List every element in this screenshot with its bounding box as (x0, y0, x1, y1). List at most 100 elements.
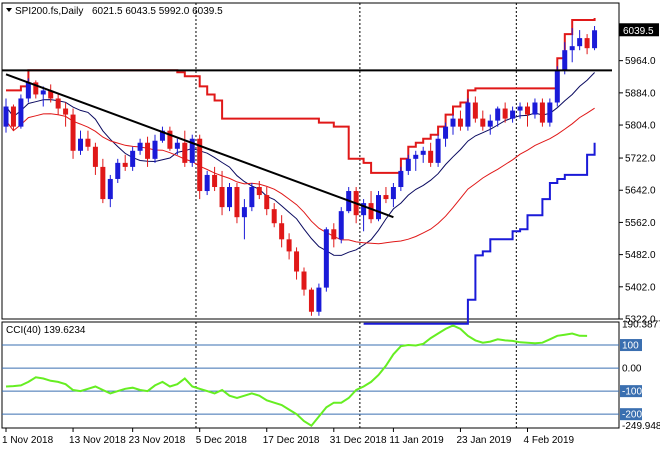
candle (219, 170, 225, 216)
candle (338, 207, 344, 244)
candle-body (264, 195, 270, 210)
candle-body (241, 207, 247, 218)
candle-body (480, 118, 486, 127)
price-axis-label: 5722.0 (625, 154, 656, 165)
chart-ohlc-label: 6021.5 6043.5 5992.0 6039.5 (92, 6, 223, 17)
cci-level-badge (620, 408, 642, 421)
candle (457, 110, 463, 131)
current-price-badge (619, 23, 659, 37)
time-axis-label: 5 Dec 2018 (196, 435, 248, 446)
candle (577, 30, 583, 51)
candle (525, 102, 530, 127)
candle (256, 180, 262, 200)
time-axis-label: 13 Nov 2018 (69, 435, 126, 446)
candle-body (137, 142, 143, 151)
price-axis-label: 5402.0 (625, 282, 656, 293)
candle (390, 182, 396, 208)
candle-body (495, 108, 501, 121)
candle-body (405, 158, 411, 171)
candle-body (10, 106, 16, 127)
candle-body (472, 102, 478, 119)
ma-slow-line (5, 107, 595, 245)
candle-body (40, 90, 46, 95)
candle-body (331, 229, 337, 240)
price-axis-label: 5482.0 (625, 250, 656, 261)
cci-axis-label: -100 (622, 387, 642, 398)
candle (487, 114, 493, 135)
candle-body (271, 209, 277, 224)
time-axis-label: 11 Jan 2019 (389, 435, 444, 446)
candle-body (457, 118, 463, 127)
candle (174, 138, 180, 155)
candle-body (539, 102, 545, 123)
candle-body (450, 118, 456, 127)
candle-body (577, 38, 583, 47)
candle-body (569, 46, 575, 51)
candle (301, 267, 307, 296)
candle-body (256, 187, 262, 196)
candle (562, 42, 568, 75)
candle (107, 174, 113, 208)
time-axis-label: 31 Dec 2018 (330, 435, 387, 446)
candle-body (376, 195, 381, 220)
candle-body (227, 187, 232, 208)
candle-body (204, 174, 210, 192)
candle-body (279, 223, 285, 240)
candle-body (420, 150, 426, 155)
candle (405, 154, 411, 175)
candle (450, 114, 456, 135)
cci-axis-label: -200 (622, 410, 642, 421)
candle (55, 94, 61, 115)
candle (130, 146, 136, 171)
cci-axis-label: -249.948 (622, 421, 660, 432)
candle-body (398, 170, 404, 188)
candle-body (294, 251, 300, 272)
candle (420, 146, 426, 163)
candle-body (78, 138, 83, 151)
candle-body (115, 162, 121, 179)
candle (368, 191, 374, 224)
candle-body (174, 142, 180, 149)
candle-body (197, 138, 203, 192)
time-axis-label: 4 Feb 2019 (524, 435, 575, 446)
candle-body (592, 30, 598, 49)
candle-body (70, 114, 76, 151)
candle (167, 126, 173, 151)
candle-body (532, 102, 538, 115)
candle (592, 26, 598, 51)
candle-body (219, 187, 225, 208)
candle-body (107, 178, 113, 200)
candle (92, 142, 98, 175)
candle-body (547, 102, 553, 123)
candle-body (152, 140, 158, 159)
candle-body (413, 154, 419, 159)
candle (383, 187, 389, 204)
downtrend-line (5, 73, 394, 219)
candle-body (510, 110, 516, 119)
candle (435, 134, 441, 167)
candle (443, 122, 449, 147)
candle-body (189, 138, 195, 163)
candle (18, 94, 24, 129)
candle (70, 108, 76, 159)
current-price-label: 6039.5 (623, 26, 654, 37)
candle-body (323, 229, 329, 288)
candle-body (487, 120, 493, 127)
candle (85, 130, 91, 151)
candle (428, 142, 434, 167)
candle (40, 86, 46, 107)
candle (204, 170, 210, 196)
candle-body (159, 130, 165, 141)
channel-lower-line (363, 142, 596, 325)
candle (376, 191, 381, 222)
candle (331, 223, 337, 248)
dropdown-arrow-icon[interactable] (6, 8, 12, 12)
cci-panel-frame (1, 321, 620, 429)
candle-body (18, 98, 24, 127)
candle-body (130, 150, 136, 167)
candle-body (3, 106, 9, 127)
candle (502, 102, 508, 123)
candle-body (100, 166, 106, 200)
candle (10, 104, 16, 131)
candle-body (502, 108, 508, 119)
